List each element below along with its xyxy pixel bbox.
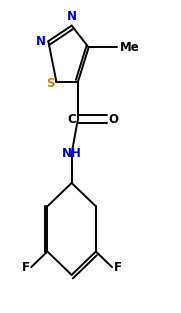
- Text: Me: Me: [120, 41, 139, 54]
- Text: O: O: [108, 113, 118, 126]
- Text: F: F: [21, 261, 30, 274]
- Text: F: F: [114, 261, 122, 274]
- Text: NH: NH: [62, 147, 82, 160]
- Text: C: C: [67, 113, 76, 126]
- Text: N: N: [36, 35, 46, 48]
- Text: S: S: [46, 77, 55, 90]
- Text: N: N: [67, 9, 77, 23]
